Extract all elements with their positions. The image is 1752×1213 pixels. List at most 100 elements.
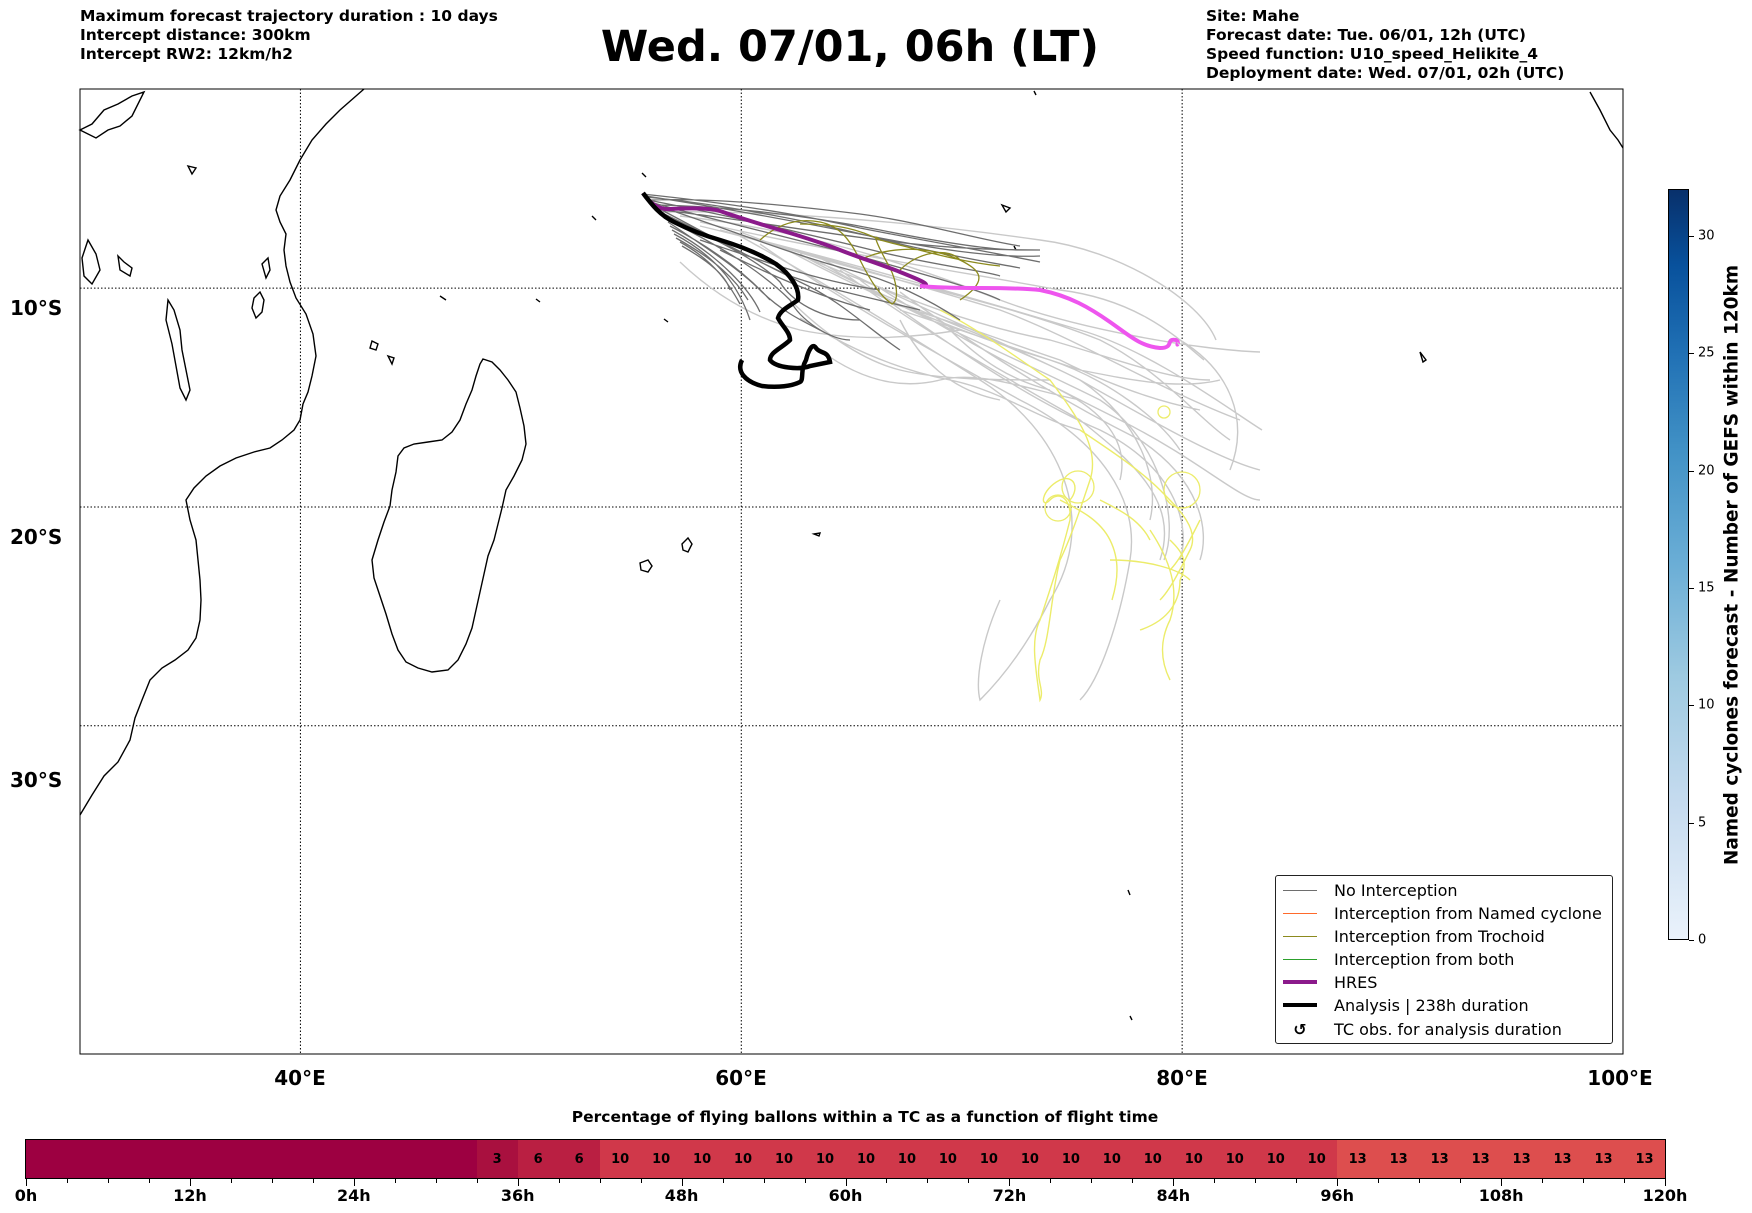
timebar-cell-value: 13 [1430,1151,1449,1167]
legend-label: Analysis | 238h duration [1334,995,1529,1015]
lake-victoria-coastline [81,238,101,286]
timebar-segment [1337,1140,1665,1178]
timebar-tick [845,1179,847,1186]
timebar-tick-label: 24h [336,1186,371,1205]
colorbar-tick-label: 25 [1698,345,1715,361]
legend-item-trochoid: Interception from Trochoid [1282,926,1545,946]
timebar-segment [476,1140,518,1178]
colorbar-tick-label: 15 [1698,580,1715,596]
timebar-tick [435,1179,437,1183]
gefs-trajectory-light [659,211,1263,702]
timebar-cell-value: 10 [815,1151,835,1167]
header-speed-function: Speed function: U10_speed_Helikite_4 [1206,45,1539,63]
timebar-cell-value: 10 [1307,1151,1326,1167]
legend-item-analysis: Analysis | 238h duration [1282,995,1529,1015]
timebar-tick [1132,1179,1134,1183]
timebar-tick-label: 120h [1642,1186,1688,1205]
timebar-cell-value: 10 [897,1151,916,1167]
timebar-tick [1378,1179,1380,1183]
timebar-tick-label: 60h [828,1186,863,1205]
timebar-tick [148,1179,150,1183]
timebar-tick [1050,1179,1052,1183]
timebar-tick [1173,1179,1175,1186]
timebar-cell-value: 13 [1635,1151,1654,1167]
timebar-cell-value: 3 [492,1151,502,1167]
legend-item-no-interception: No Interception [1282,880,1458,900]
timebar-cell-value: 10 [652,1151,671,1167]
timebar-tick [1501,1179,1503,1186]
timebar-cell-value: 10 [734,1151,753,1167]
timebar-cell-value: 10 [611,1151,630,1167]
legend-label: Interception from both [1334,949,1515,969]
header-left-block: Maximum forecast trajectory duration : 1… [80,7,498,64]
timebar-tick [312,1179,314,1183]
map-frame [79,88,1624,1055]
ensemble-trajectories [641,193,1263,703]
timebar-tick [722,1179,724,1183]
timebar-cell-value: 13 [1512,1151,1531,1167]
zanzibar-coastline [251,290,265,320]
legend-item-named-cyclone: Interception from Named cyclone [1282,903,1602,923]
hres-trajectory [641,191,929,288]
lat-label-10s: 10°S [10,296,63,320]
header-right-block: Site: Mahe Forecast date: Tue. 06/01, 12… [1206,7,1564,83]
timebar-tick [1255,1179,1257,1183]
timebar-tick-label: 36h [500,1186,535,1205]
timebar-tick [26,1179,27,1186]
colorbar-tick [1689,587,1694,589]
legend-swatch [1283,1003,1317,1007]
colorbar-title: Named cyclones forecast - Number of GEFS… [1721,264,1743,866]
timebar-cell-value: 10 [1061,1151,1080,1167]
page-title: Wed. 07/01, 06h (LT) [600,22,1100,72]
timebar-tick-label: 108h [1478,1186,1524,1205]
timebar-tick-label: 84h [1156,1186,1191,1205]
cyclone-icon: ↺ [1293,1019,1307,1039]
timebar-tick [353,1179,355,1186]
timebar-tick [394,1179,396,1183]
timebar-cell-value: 10 [693,1151,712,1167]
timebar-segment [26,1140,477,1178]
colorbar-tick [1689,822,1694,824]
timebar-tick [107,1179,109,1183]
timebar-cell-value: 6 [574,1151,584,1167]
reunion-coastline [681,536,693,553]
timebar-tick [1296,1179,1298,1183]
timebar-tick [558,1179,560,1183]
header-duration: Maximum forecast trajectory duration : 1… [80,7,498,25]
legend-label: Interception from Named cyclone [1334,903,1602,923]
legend-item-tc-obs: ↺ TC obs. for analysis duration [1282,1019,1562,1039]
timebar-cell-value: 13 [1348,1151,1367,1167]
timebar-tick [476,1179,478,1183]
timebar-cell-value: 10 [1020,1151,1039,1167]
timebar-tick [1419,1179,1421,1183]
timebar-cell-value: 10 [1225,1151,1244,1167]
timebar-tick [1460,1179,1462,1183]
timebar-segment [517,1140,600,1178]
trochoid-interception-trajectory-dark [759,219,1001,305]
timebar-tick [804,1179,806,1183]
colorbar-tick [1689,705,1694,707]
timebar-cell-value: 13 [1389,1151,1408,1167]
timebar-title: Percentage of flying ballons within a TC… [571,1108,1159,1126]
colorbar-tick-label: 20 [1698,463,1715,479]
timebar-cell-value: 10 [774,1151,794,1167]
legend-swatch [1283,958,1317,960]
lon-label-40e: 40°E [274,1066,326,1090]
timebar-cell-value: 10 [938,1151,957,1167]
map-gridlines [80,89,1624,1054]
timebar-cell-value: 6 [533,1151,543,1167]
header-site: Site: Mahe [1206,7,1300,25]
timebar: 3 6 6 10 10 10 10 10 10 10 10 10 10 10 10 10 10 10 10 10 10 1… [25,1139,1666,1179]
timebar-tick-label: 0h [14,1186,38,1205]
timebar-tick [1542,1179,1544,1183]
timebar-cell-value: 10 [1143,1151,1162,1167]
timebar-tick [1337,1179,1339,1186]
comoros-coastline [369,339,395,366]
timebar-tick-label: 96h [1320,1186,1355,1205]
timebar-cell-value: 10 [1102,1151,1121,1167]
timebar-cell-value: 13 [1471,1151,1490,1167]
header-forecast-date: Forecast date: Tue. 06/01, 12h (UTC) [1206,26,1527,44]
colorbar-tick [1689,353,1694,355]
legend-swatch [1283,889,1317,891]
timebar-tick [640,1179,642,1183]
